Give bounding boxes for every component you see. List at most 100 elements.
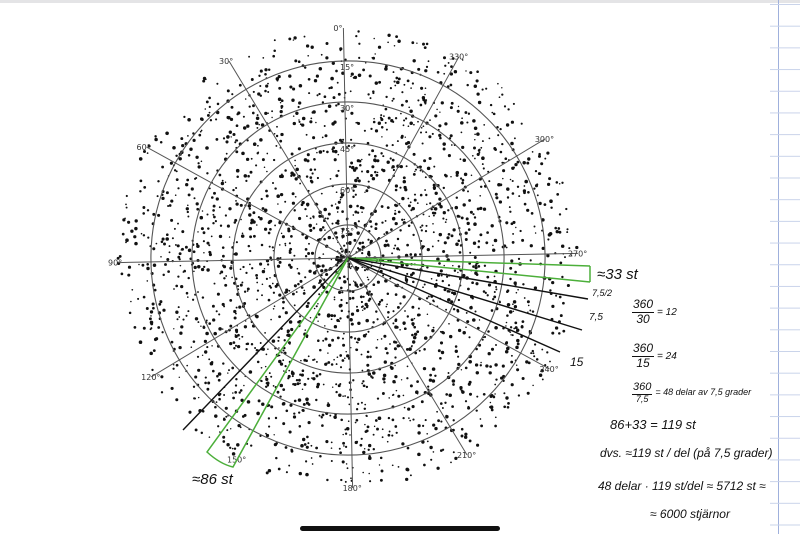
star-dot (249, 170, 253, 174)
star-dot (550, 206, 553, 209)
star-dot (155, 242, 158, 245)
star-dot (182, 318, 185, 321)
star-dot (451, 57, 455, 60)
star-dot (203, 339, 208, 344)
star-dot (383, 360, 387, 364)
star-dot (466, 121, 469, 124)
star-dot (268, 425, 271, 428)
star-dot (342, 337, 344, 340)
star-dot (292, 121, 296, 126)
star-dot (183, 115, 186, 119)
star-dot (394, 356, 397, 359)
star-dot (265, 194, 269, 198)
star-dot (420, 86, 424, 90)
star-dot (426, 247, 430, 252)
star-dot (213, 331, 217, 336)
star-dot (215, 110, 220, 115)
star-dot (516, 185, 520, 188)
star-dot (405, 165, 408, 168)
star-dot (354, 421, 357, 424)
star-dot (455, 170, 460, 175)
star-dot (498, 200, 503, 204)
star-dot (281, 173, 283, 176)
star-dot (367, 372, 372, 376)
star-dot (546, 151, 550, 155)
star-dot (512, 232, 515, 235)
star-dot (199, 215, 204, 220)
star-dot (541, 348, 544, 351)
star-dot (333, 415, 336, 419)
star-dot (249, 263, 251, 266)
star-dot (307, 252, 311, 255)
star-dot (442, 249, 446, 254)
star-dot (389, 157, 392, 160)
star-dot (189, 147, 193, 151)
star-dot (408, 347, 412, 351)
home-indicator[interactable] (300, 526, 500, 531)
star-dot (248, 207, 251, 210)
star-dot (374, 81, 379, 85)
star-dot (264, 385, 268, 389)
star-dot (235, 378, 238, 381)
star-dot (152, 212, 156, 216)
star-dot (330, 363, 334, 366)
star-dot (395, 76, 399, 80)
star-dot (233, 346, 236, 350)
star-dot (294, 59, 298, 63)
star-dot (264, 365, 267, 368)
star-dot (315, 446, 318, 450)
star-dot (435, 279, 438, 282)
star-dot (519, 229, 522, 233)
star-dot (425, 203, 428, 206)
star-dot (168, 251, 171, 254)
star-dot (420, 165, 422, 168)
star-dot (187, 118, 191, 122)
star-dot (407, 204, 411, 208)
star-dot (329, 414, 332, 417)
star-dot (285, 471, 288, 474)
star-dot (469, 71, 473, 75)
star-dot (501, 161, 504, 164)
star-dot (299, 123, 302, 126)
star-dot (127, 273, 131, 277)
star-dot (301, 388, 304, 391)
star-dot (404, 278, 409, 282)
star-dot (225, 415, 228, 418)
star-dot (339, 354, 343, 357)
star-dot (546, 351, 549, 354)
star-dot (344, 432, 348, 435)
star-dot (483, 335, 487, 339)
star-dot (337, 200, 341, 204)
star-dot (125, 238, 129, 242)
star-dot (153, 288, 157, 292)
star-dot (544, 364, 547, 367)
star-dot (457, 271, 459, 274)
star-dot (431, 379, 436, 383)
star-dot (322, 383, 325, 386)
star-dot (271, 246, 274, 249)
star-dot (272, 308, 275, 310)
star-dot (424, 69, 428, 73)
star-dot (175, 170, 178, 173)
star-dot (251, 111, 255, 115)
star-dot (515, 291, 518, 294)
star-dot (279, 109, 283, 114)
star-dot (457, 355, 460, 358)
star-dot (151, 368, 154, 372)
star-dot (331, 61, 335, 65)
star-dot (282, 349, 285, 352)
star-dot (385, 239, 388, 243)
star-dot (295, 291, 298, 293)
star-dot (335, 363, 338, 366)
star-dot (228, 236, 231, 238)
star-dot (461, 390, 465, 394)
star-dot (385, 144, 389, 147)
wedge-left (206, 257, 349, 468)
star-dot (372, 283, 376, 287)
star-dot (176, 244, 180, 248)
star-dot (331, 150, 335, 153)
star-dot (419, 193, 423, 197)
star-dot (261, 402, 265, 406)
star-dot (483, 264, 487, 267)
star-dot (461, 117, 463, 120)
